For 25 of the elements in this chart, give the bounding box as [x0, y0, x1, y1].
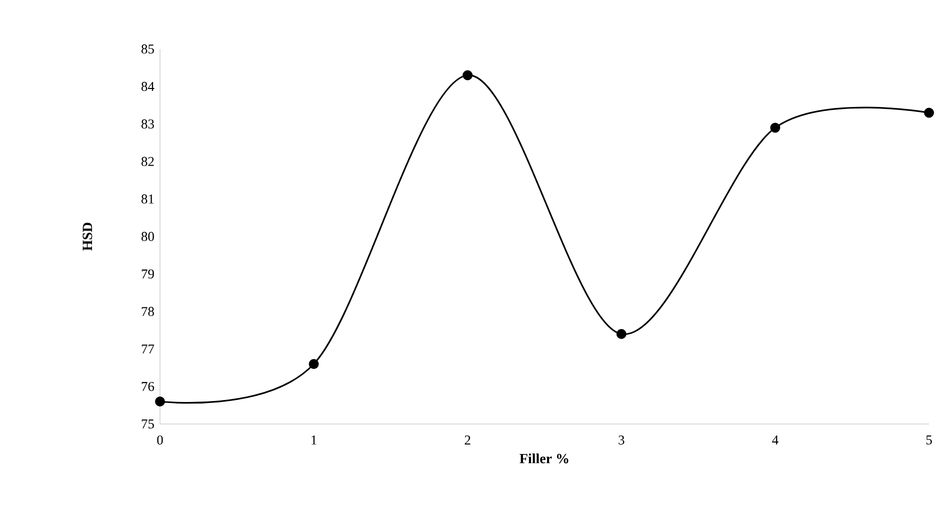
point — [308, 358, 319, 369]
y-tick-label: 84 — [141, 82, 154, 92]
point — [924, 108, 934, 118]
x-tick-label: 4 — [772, 436, 778, 444]
point — [770, 122, 780, 133]
y-tick-label: 85 — [141, 44, 154, 54]
y-tick-label: 76 — [142, 382, 154, 392]
y-tick-label: 80 — [141, 232, 154, 242]
y-tick-label: 75 — [142, 420, 154, 428]
x-tick-label: 1 — [312, 436, 316, 444]
y-tick-label: 83 — [141, 119, 154, 129]
x-tick-label: 3 — [618, 436, 624, 445]
point — [462, 70, 473, 80]
x-axis-title: Filler % — [520, 453, 568, 464]
x-tick-label: 2 — [464, 436, 470, 444]
y-tick-label: 78 — [142, 306, 154, 316]
y-tick-label: 82 — [141, 156, 154, 166]
point — [155, 396, 165, 406]
x-tick-label: 0 — [157, 436, 163, 445]
y-tick-label: 79 — [142, 269, 154, 279]
x-tick-label: 5 — [926, 436, 932, 444]
point — [616, 328, 626, 339]
y-axis-title: HSD — [82, 222, 92, 251]
y-tick-label: 77 — [142, 344, 154, 354]
y-tick-label: 81 — [141, 194, 154, 204]
